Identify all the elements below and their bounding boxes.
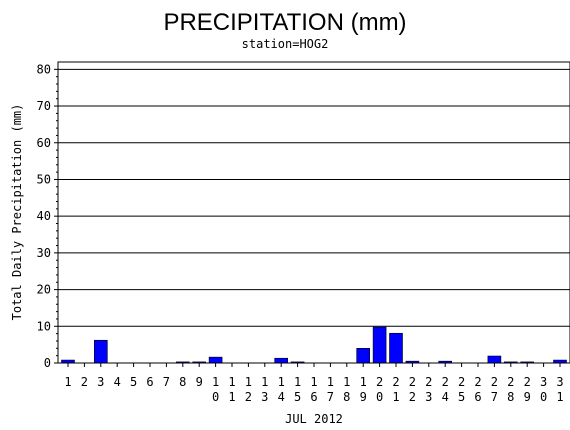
y-tick-label: 70 [37, 99, 51, 113]
bars [61, 326, 567, 364]
bar [372, 326, 387, 364]
bar [94, 339, 108, 364]
y-axis-ticks: 0 10 20 30 40 50 60 70 80 [37, 62, 58, 370]
x-tick-label: 4 [114, 375, 121, 389]
y-tick-label: 0 [44, 356, 51, 370]
y-tick-label: 30 [37, 246, 51, 260]
x-tick-label: 8 [179, 375, 186, 389]
x-axis-label: JUL 2012 [285, 412, 343, 426]
bar [389, 332, 403, 364]
x-tick-label: 7 [163, 375, 170, 389]
chart-subtitle: station=HOG2 [242, 37, 329, 51]
x-axis-ticks: 1 2 3 4 5 6 7 8 9 1 01 11 21 31 41 51 61 71 81 92 02 12 22 32 42… [64, 363, 564, 404]
y-tick-label: 40 [37, 209, 51, 223]
y-tick-label: 10 [37, 319, 51, 333]
y-tick-label: 60 [37, 136, 51, 150]
plot-frame [57, 61, 570, 364]
bar [487, 355, 502, 364]
x-tick-label: 9 [196, 375, 203, 389]
x-tick-label: 3 [97, 375, 104, 389]
x-tick-label: 1 [64, 375, 71, 389]
bar [208, 356, 223, 364]
bar [356, 348, 371, 364]
y-axis-label: Total Daily Precipitation (mm) [10, 104, 24, 321]
x-tick-label: 6 [146, 375, 153, 389]
x-tick-label: 5 [130, 375, 137, 389]
y-tick-label: 20 [37, 283, 51, 297]
gridlines [58, 68, 570, 327]
y-tick-label: 80 [37, 62, 51, 76]
x-tick-label: 2 [81, 375, 88, 389]
bar [274, 357, 289, 364]
chart-title: PRECIPITATION (mm) [163, 9, 406, 36]
y-tick-label: 50 [37, 172, 51, 186]
